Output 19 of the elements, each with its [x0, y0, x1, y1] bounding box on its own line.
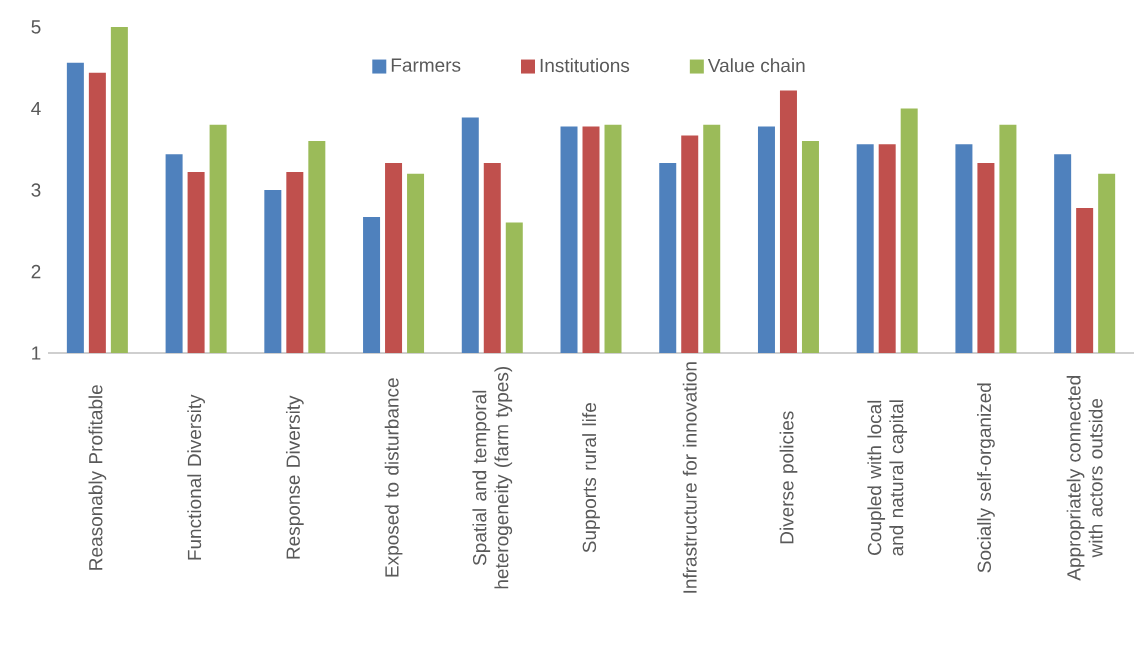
x-tick-label: Supports rural life	[582, 403, 600, 553]
legend-label: Farmers	[391, 58, 461, 72]
y-tick-label: 4	[31, 101, 41, 116]
x-tick-label: Socially self-organized	[977, 383, 995, 573]
y-tick-label: 3	[31, 183, 41, 197]
x-tick-label: Reasonably Profitable	[88, 385, 107, 570]
legend-label: Institutions	[540, 58, 630, 73]
x-tick-label: Exposed to disturbance	[384, 378, 403, 577]
x-tick-label: Functional Diversity	[187, 394, 205, 560]
y-tick-label: 2	[31, 264, 41, 279]
x-tick-label: Coupled with local and natural capital	[867, 400, 908, 556]
y-tick-label: 5	[31, 20, 41, 34]
x-tick-label: Response Diversity	[285, 395, 304, 559]
legend-label: Value chain	[707, 58, 805, 73]
x-tick-label: Appropriately connected with actors outside	[1066, 376, 1103, 581]
x-tick-label: Infrastructure for innovation	[682, 362, 697, 593]
y-tick-label: 1	[32, 346, 41, 360]
x-tick-label: Spatial and temporal heterogeneity (farm types)	[472, 367, 513, 589]
x-tick-label: Diverse policies	[779, 411, 798, 544]
